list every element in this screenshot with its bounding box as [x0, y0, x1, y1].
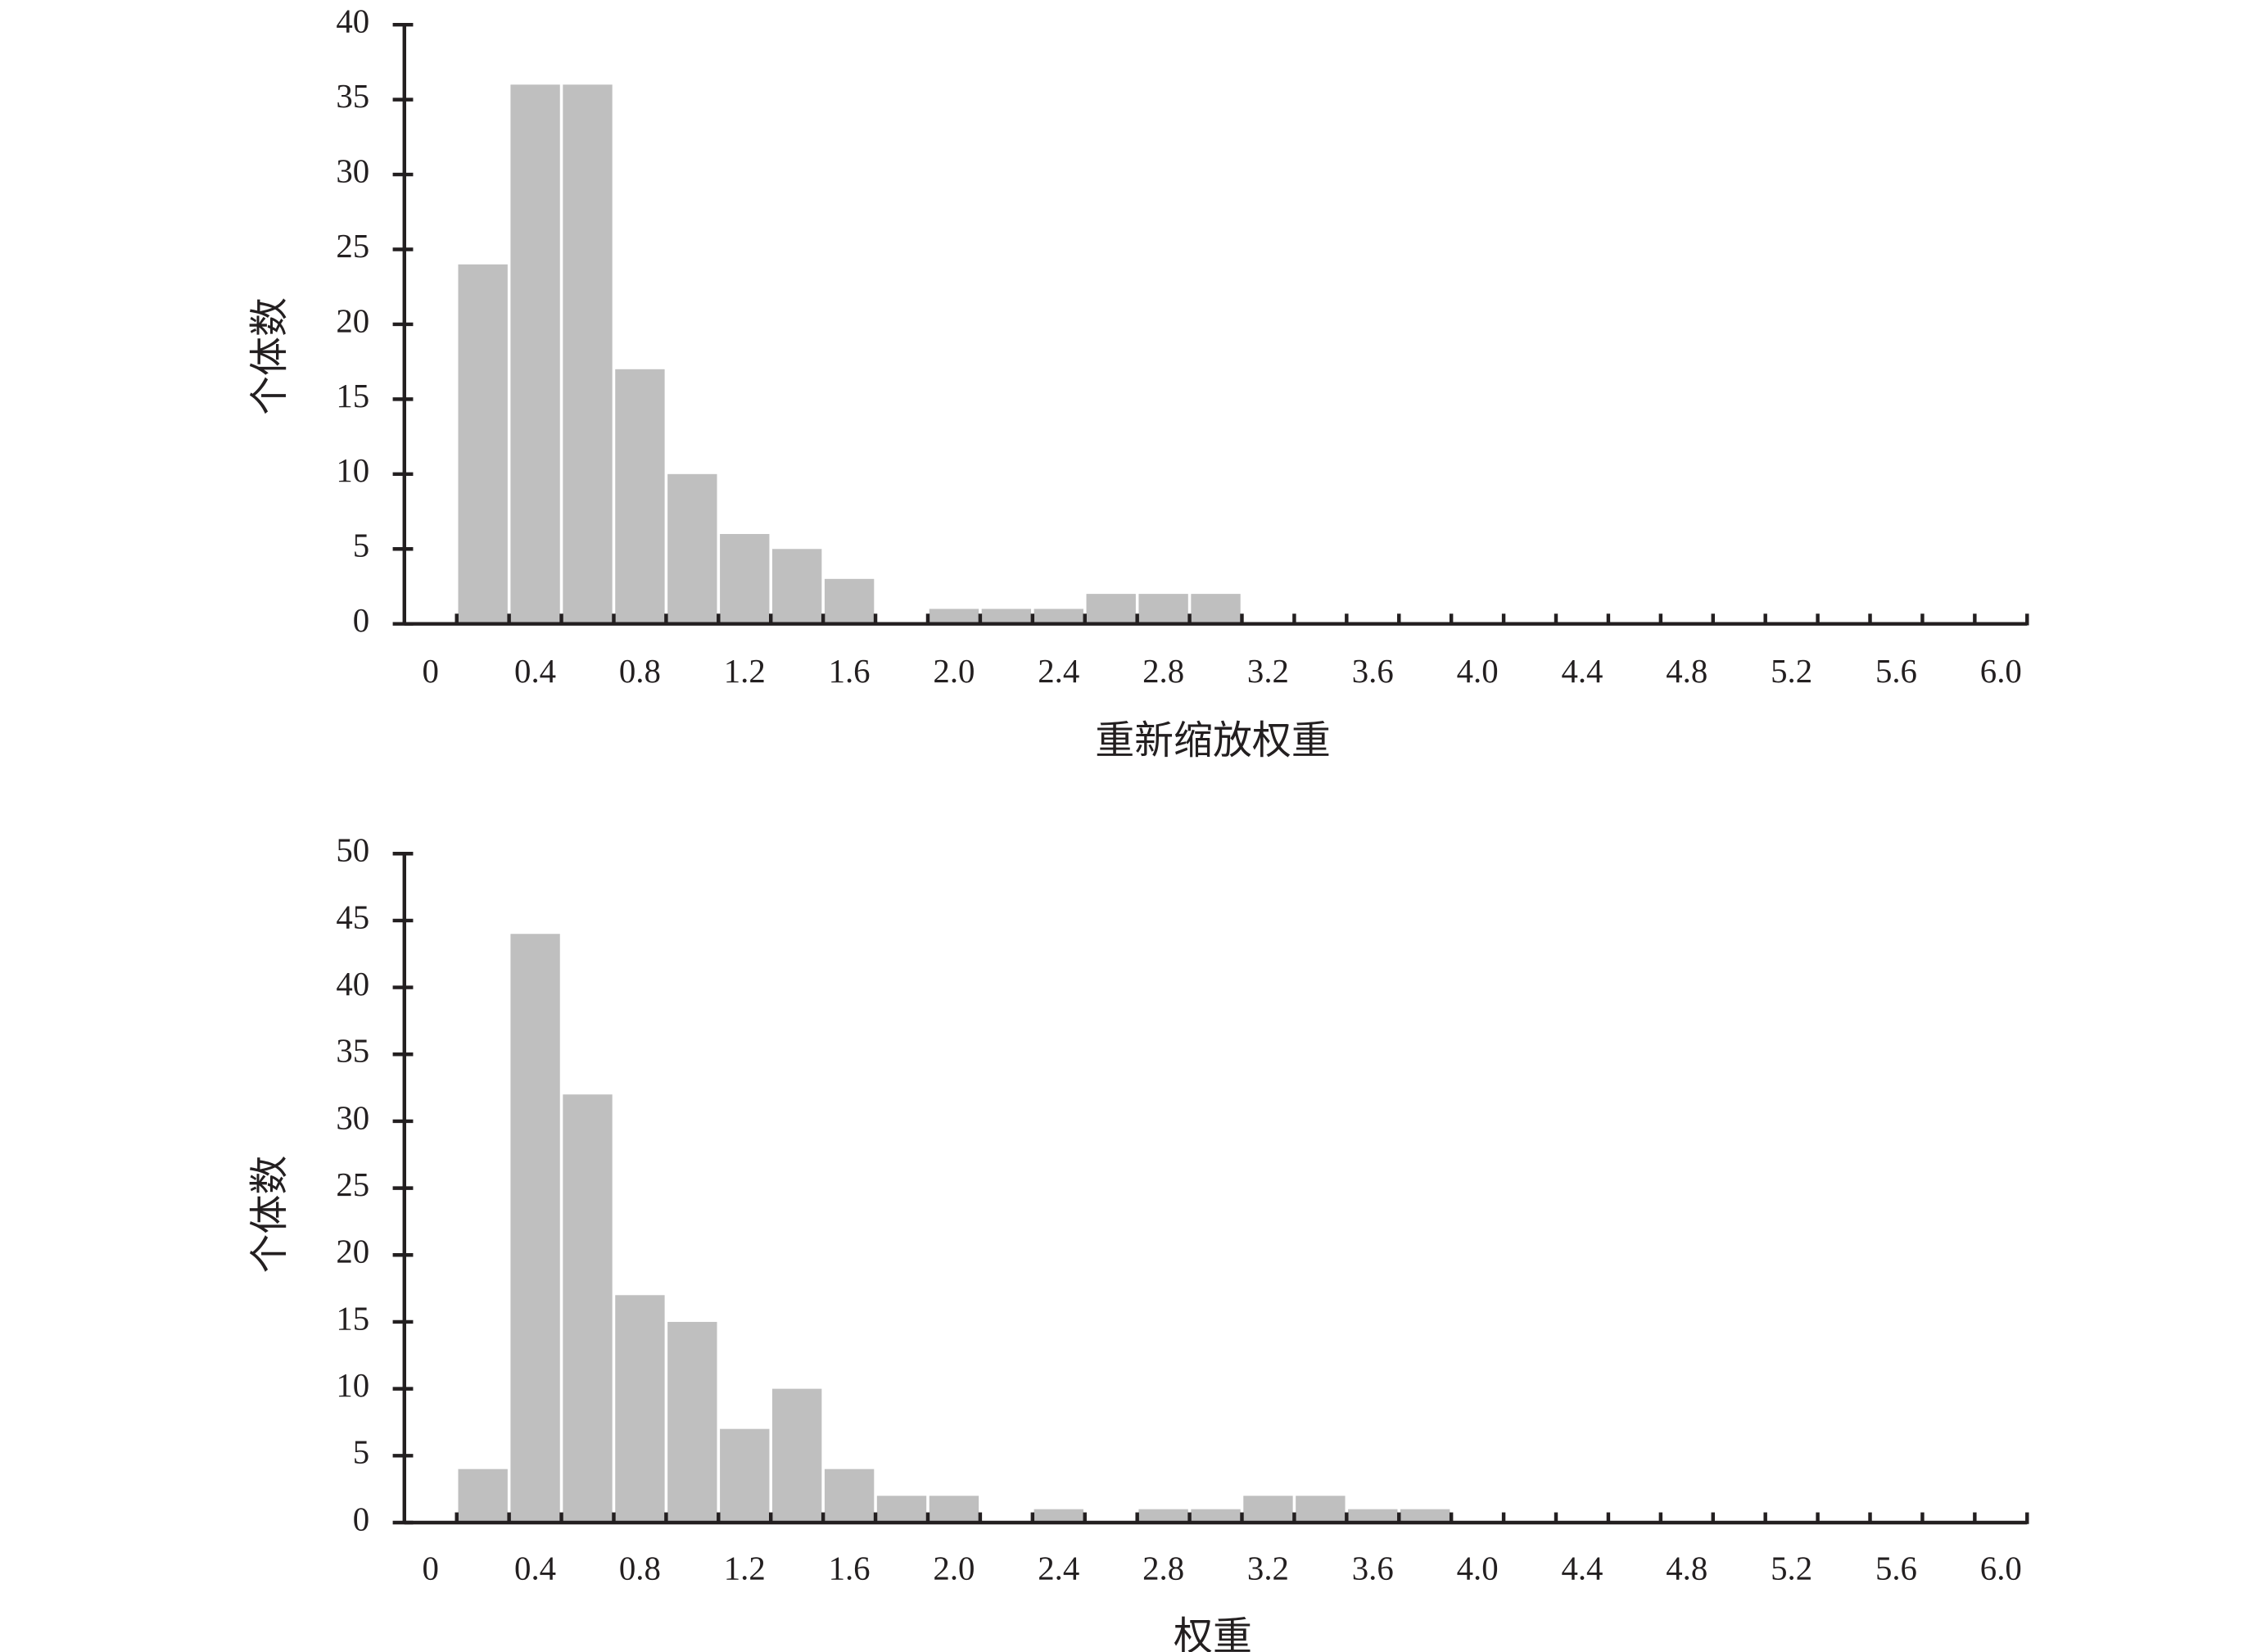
y-tick-label: 10 [336, 452, 369, 489]
x-tick-label: 6.0 [1980, 1550, 2022, 1587]
bar [1400, 1509, 1450, 1523]
bar [824, 578, 875, 624]
x-axis-title: 重新缩放权重 [1095, 719, 1331, 763]
x-tick-label: 0.4 [514, 1550, 556, 1587]
y-tick-label: 30 [336, 1099, 369, 1136]
x-tick-label: 5.6 [1875, 653, 1917, 690]
y-tick-label: 50 [336, 832, 369, 869]
x-tick-label: 0 [423, 1550, 439, 1587]
x-tick-label: 2.8 [1142, 653, 1184, 690]
x-tick-label: 4.0 [1457, 653, 1499, 690]
y-tick-label: 15 [336, 1300, 369, 1337]
bar [824, 1469, 875, 1523]
x-tick-label: 5.2 [1771, 1550, 1812, 1587]
y-tick-label: 0 [353, 602, 369, 639]
x-tick-label: 2.0 [933, 1550, 975, 1587]
x-tick-label: 0.4 [514, 653, 556, 690]
bar [720, 1428, 770, 1523]
bar [1034, 1509, 1083, 1523]
bar [667, 473, 717, 624]
x-tick-label: 1.6 [829, 653, 871, 690]
x-tick-label: 5.6 [1875, 1550, 1917, 1587]
y-tick-label: 30 [336, 152, 369, 189]
bar [1086, 594, 1136, 624]
x-tick-label: 2.4 [1038, 653, 1079, 690]
bar [563, 1094, 613, 1523]
x-tick-label: 3.2 [1247, 653, 1289, 690]
x-tick-label: 4.8 [1666, 653, 1707, 690]
y-tick-label: 5 [353, 527, 369, 564]
x-axis-title: 权重 [1174, 1615, 1252, 1652]
bar [1296, 1496, 1346, 1523]
y-tick-label: 25 [336, 1166, 369, 1203]
x-tick-label: 4.0 [1457, 1550, 1499, 1587]
bar [771, 1388, 822, 1523]
bar [1138, 594, 1188, 624]
bar [615, 369, 665, 624]
x-tick-label: 1.2 [724, 1550, 766, 1587]
x-tick-label: 4.4 [1561, 1550, 1603, 1587]
y-tick-label: 0 [353, 1500, 369, 1537]
y-tick-label: 35 [336, 78, 369, 115]
bar [771, 549, 822, 624]
bar [510, 84, 560, 624]
x-tick-label: 2.8 [1142, 1550, 1184, 1587]
bar [1348, 1509, 1398, 1523]
x-tick-label: 4.4 [1561, 653, 1603, 690]
x-tick-label: 3.6 [1352, 653, 1394, 690]
x-tick-label: 2.4 [1038, 1550, 1079, 1587]
y-axis-title: 个体数 [248, 297, 292, 415]
x-tick-label: 5.2 [1771, 653, 1812, 690]
bar [458, 264, 508, 624]
x-tick-label: 0 [423, 653, 439, 690]
x-tick-label: 3.6 [1352, 1550, 1394, 1587]
y-axis-title: 个体数 [248, 1156, 292, 1274]
bar [1191, 1509, 1241, 1523]
bar [1138, 1509, 1188, 1523]
bar [929, 1496, 979, 1523]
x-tick-label: 4.8 [1666, 1550, 1707, 1587]
y-tick-label: 5 [353, 1434, 369, 1471]
x-tick-label: 0.8 [619, 1550, 661, 1587]
bar [458, 1469, 508, 1523]
bar [510, 934, 560, 1523]
bar [1243, 1496, 1293, 1523]
y-tick-label: 15 [336, 378, 369, 414]
bar [929, 609, 979, 624]
bar [1034, 609, 1083, 624]
bar [876, 1496, 927, 1523]
bar [1191, 594, 1241, 624]
bar [615, 1295, 665, 1523]
y-tick-label: 20 [336, 302, 369, 339]
bar [667, 1321, 717, 1523]
bar [981, 609, 1032, 624]
x-tick-label: 0.8 [619, 653, 661, 690]
x-tick-label: 1.6 [829, 1550, 871, 1587]
x-tick-label: 6.0 [1980, 653, 2022, 690]
y-tick-label: 20 [336, 1233, 369, 1270]
x-tick-label: 1.2 [724, 653, 766, 690]
y-tick-label: 40 [336, 3, 369, 40]
x-tick-label: 3.2 [1247, 1550, 1289, 1587]
bar [563, 84, 613, 624]
y-tick-label: 35 [336, 1033, 369, 1070]
y-tick-label: 25 [336, 228, 369, 265]
y-tick-label: 40 [336, 966, 369, 1003]
y-tick-label: 45 [336, 898, 369, 935]
x-tick-label: 2.0 [933, 653, 975, 690]
y-tick-label: 10 [336, 1367, 369, 1404]
bar [720, 533, 770, 624]
